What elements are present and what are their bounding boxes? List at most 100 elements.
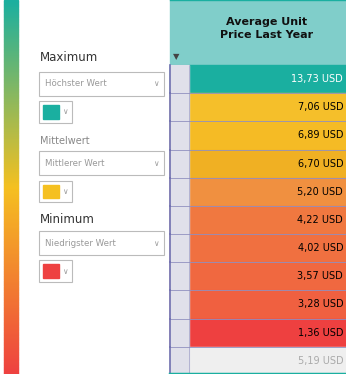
Bar (4, 140, 18, 141)
Bar (4, 314, 18, 315)
Bar (4, 97, 18, 98)
Text: Average Unit
Price Last Year: Average Unit Price Last Year (220, 18, 313, 40)
Bar (4, 193, 18, 194)
Bar (4, 145, 18, 146)
Bar (4, 14, 18, 15)
Bar (4, 213, 18, 214)
Bar (170, 150, 189, 178)
Bar (4, 274, 18, 276)
Bar (4, 353, 18, 354)
Bar (4, 98, 18, 100)
Bar (4, 294, 18, 295)
Bar (170, 262, 189, 290)
Bar (4, 324, 18, 325)
Bar (170, 150, 346, 178)
Bar (4, 337, 18, 338)
Bar (4, 297, 18, 298)
Bar (4, 26, 18, 27)
Bar (4, 332, 18, 333)
Bar (4, 350, 18, 352)
Bar (4, 50, 18, 51)
Bar (4, 197, 18, 198)
Text: 4,02 USD: 4,02 USD (298, 243, 343, 253)
Bar (4, 21, 18, 22)
Bar (4, 255, 18, 257)
Bar (4, 175, 18, 176)
Bar (170, 262, 346, 290)
Bar (4, 198, 18, 199)
Bar (4, 293, 18, 294)
Bar (4, 217, 18, 218)
Bar (4, 240, 18, 242)
Bar (4, 266, 18, 267)
Bar (4, 7, 18, 9)
Bar (4, 370, 18, 371)
Bar (4, 182, 18, 183)
Bar (4, 323, 18, 324)
Bar (4, 203, 18, 205)
Bar (4, 328, 18, 329)
Text: ∨: ∨ (62, 187, 67, 196)
Bar (170, 234, 346, 262)
Bar (4, 34, 18, 35)
Bar (4, 134, 18, 135)
Bar (4, 355, 18, 356)
Bar (4, 31, 18, 33)
Bar (4, 321, 18, 322)
Bar (4, 83, 18, 85)
Bar (170, 93, 189, 122)
Bar (4, 53, 18, 55)
Bar (4, 0, 18, 1)
Bar (170, 206, 346, 234)
Bar (4, 66, 18, 67)
Text: Mittelwert: Mittelwert (40, 136, 89, 146)
Bar (4, 268, 18, 269)
Bar (4, 117, 18, 119)
Bar (4, 229, 18, 231)
Text: ▼: ▼ (173, 52, 180, 61)
Bar (4, 259, 18, 261)
Bar (4, 248, 18, 249)
Bar (4, 45, 18, 46)
Bar (4, 152, 18, 153)
Bar (4, 356, 18, 358)
Bar (4, 224, 18, 226)
Bar (4, 364, 18, 365)
Bar (4, 18, 18, 19)
Bar (4, 191, 18, 192)
Bar (4, 102, 18, 104)
Bar (4, 173, 18, 175)
Bar (4, 138, 18, 140)
Bar (4, 120, 18, 121)
Bar (4, 130, 18, 131)
Bar (4, 85, 18, 86)
Bar (4, 171, 18, 172)
Bar (4, 57, 18, 59)
Bar (4, 172, 18, 173)
Bar (4, 76, 18, 77)
Bar (4, 307, 18, 308)
Bar (4, 68, 18, 70)
Bar (4, 162, 18, 163)
Bar (4, 214, 18, 216)
Bar (4, 100, 18, 101)
Bar (4, 228, 18, 229)
Bar (4, 168, 18, 169)
Bar (4, 90, 18, 91)
Bar (4, 154, 18, 156)
Bar (4, 304, 18, 306)
Bar (4, 335, 18, 337)
Bar (4, 253, 18, 254)
Bar (4, 221, 18, 222)
Bar (4, 153, 18, 154)
Bar (4, 302, 18, 303)
Bar (4, 344, 18, 345)
Bar (4, 288, 18, 289)
Bar (4, 160, 18, 161)
Bar (4, 238, 18, 239)
Bar (4, 192, 18, 193)
Bar (4, 126, 18, 127)
Bar (4, 156, 18, 157)
Bar (170, 122, 346, 150)
Bar (170, 347, 189, 374)
